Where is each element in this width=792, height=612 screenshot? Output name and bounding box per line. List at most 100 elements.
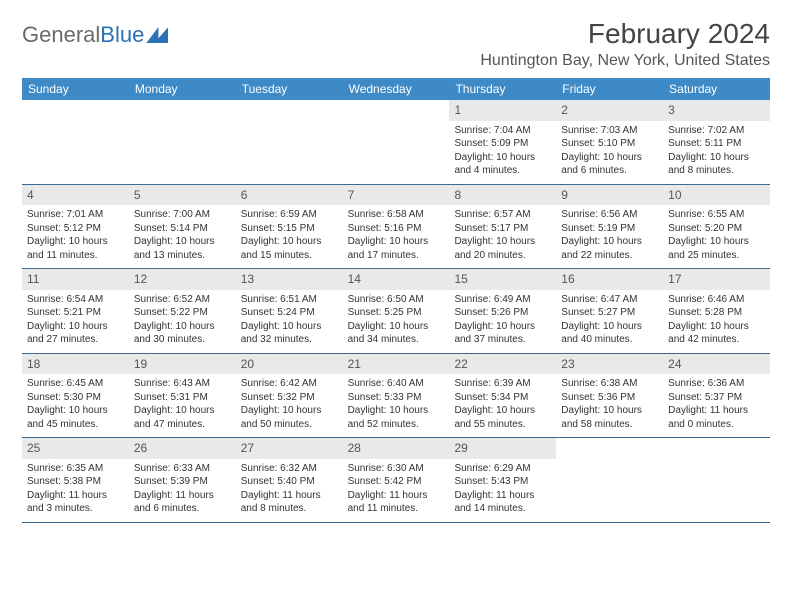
day-number-row: 19: [129, 354, 236, 375]
day-number: 1: [454, 103, 461, 117]
sunrise-text: Sunrise: 6:38 AM: [561, 377, 658, 391]
sunrise-text: Sunrise: 6:43 AM: [134, 377, 231, 391]
day-cell: 10Sunrise: 6:55 AMSunset: 5:20 PMDayligh…: [663, 185, 770, 269]
day-number: 29: [454, 441, 467, 455]
day-cell: [663, 438, 770, 522]
day-number-row: 6: [236, 185, 343, 206]
sunset-text: Sunset: 5:30 PM: [27, 391, 124, 405]
day-cell: 11Sunrise: 6:54 AMSunset: 5:21 PMDayligh…: [22, 269, 129, 353]
sunset-text: Sunset: 5:11 PM: [668, 137, 765, 151]
sunset-text: Sunset: 5:17 PM: [454, 222, 551, 236]
sunset-text: Sunset: 5:43 PM: [454, 475, 551, 489]
day-cell: 15Sunrise: 6:49 AMSunset: 5:26 PMDayligh…: [449, 269, 556, 353]
day-cell: 9Sunrise: 6:56 AMSunset: 5:19 PMDaylight…: [556, 185, 663, 269]
weekday-header-row: SundayMondayTuesdayWednesdayThursdayFrid…: [22, 78, 770, 100]
day-number: 26: [134, 441, 147, 455]
day-number: 15: [454, 272, 467, 286]
sunset-text: Sunset: 5:20 PM: [668, 222, 765, 236]
day-number: 20: [241, 357, 254, 371]
day-cell: 8Sunrise: 6:57 AMSunset: 5:17 PMDaylight…: [449, 185, 556, 269]
day-number: 17: [668, 272, 681, 286]
day-number-row: 13: [236, 269, 343, 290]
sunset-text: Sunset: 5:39 PM: [134, 475, 231, 489]
day-cell: 17Sunrise: 6:46 AMSunset: 5:28 PMDayligh…: [663, 269, 770, 353]
month-title: February 2024: [480, 18, 770, 50]
day-number: 22: [454, 357, 467, 371]
day-cell: 24Sunrise: 6:36 AMSunset: 5:37 PMDayligh…: [663, 354, 770, 438]
sunrise-text: Sunrise: 7:00 AM: [134, 208, 231, 222]
day-number-row: 11: [22, 269, 129, 290]
daylight-text: Daylight: 11 hours and 3 minutes.: [27, 489, 124, 516]
day-cell: 14Sunrise: 6:50 AMSunset: 5:25 PMDayligh…: [343, 269, 450, 353]
day-number: 3: [668, 103, 675, 117]
daylight-text: Daylight: 10 hours and 8 minutes.: [668, 151, 765, 178]
day-cell: 3Sunrise: 7:02 AMSunset: 5:11 PMDaylight…: [663, 100, 770, 184]
daylight-text: Daylight: 10 hours and 22 minutes.: [561, 235, 658, 262]
day-cell: [343, 100, 450, 184]
weekday-header: Wednesday: [343, 78, 450, 100]
daylight-text: Daylight: 10 hours and 34 minutes.: [348, 320, 445, 347]
day-cell: 5Sunrise: 7:00 AMSunset: 5:14 PMDaylight…: [129, 185, 236, 269]
sunrise-text: Sunrise: 6:32 AM: [241, 462, 338, 476]
daylight-text: Daylight: 11 hours and 14 minutes.: [454, 489, 551, 516]
day-number-row: 23: [556, 354, 663, 375]
day-number: 7: [348, 188, 355, 202]
daylight-text: Daylight: 10 hours and 58 minutes.: [561, 404, 658, 431]
sunrise-text: Sunrise: 6:51 AM: [241, 293, 338, 307]
day-number: 28: [348, 441, 361, 455]
day-number-row: 1: [449, 100, 556, 121]
day-number: 14: [348, 272, 361, 286]
sunset-text: Sunset: 5:14 PM: [134, 222, 231, 236]
day-cell: 12Sunrise: 6:52 AMSunset: 5:22 PMDayligh…: [129, 269, 236, 353]
day-cell: 4Sunrise: 7:01 AMSunset: 5:12 PMDaylight…: [22, 185, 129, 269]
sunset-text: Sunset: 5:36 PM: [561, 391, 658, 405]
day-number-row: 25: [22, 438, 129, 459]
daylight-text: Daylight: 10 hours and 15 minutes.: [241, 235, 338, 262]
day-number: 18: [27, 357, 40, 371]
week-row: 25Sunrise: 6:35 AMSunset: 5:38 PMDayligh…: [22, 438, 770, 523]
day-number: 24: [668, 357, 681, 371]
day-number-row: 15: [449, 269, 556, 290]
sunset-text: Sunset: 5:34 PM: [454, 391, 551, 405]
daylight-text: Daylight: 11 hours and 8 minutes.: [241, 489, 338, 516]
sunset-text: Sunset: 5:22 PM: [134, 306, 231, 320]
sunrise-text: Sunrise: 6:54 AM: [27, 293, 124, 307]
weekday-header: Monday: [129, 78, 236, 100]
day-number: 27: [241, 441, 254, 455]
day-number-row: 3: [663, 100, 770, 121]
sunset-text: Sunset: 5:16 PM: [348, 222, 445, 236]
day-number-row: 9: [556, 185, 663, 206]
sunrise-text: Sunrise: 6:47 AM: [561, 293, 658, 307]
sunset-text: Sunset: 5:42 PM: [348, 475, 445, 489]
daylight-text: Daylight: 10 hours and 55 minutes.: [454, 404, 551, 431]
sunrise-text: Sunrise: 7:01 AM: [27, 208, 124, 222]
day-number-row: 22: [449, 354, 556, 375]
day-cell: 21Sunrise: 6:40 AMSunset: 5:33 PMDayligh…: [343, 354, 450, 438]
day-number-row: 4: [22, 185, 129, 206]
daylight-text: Daylight: 10 hours and 4 minutes.: [454, 151, 551, 178]
sunset-text: Sunset: 5:15 PM: [241, 222, 338, 236]
day-number-row: 27: [236, 438, 343, 459]
day-number: 19: [134, 357, 147, 371]
week-row: 1Sunrise: 7:04 AMSunset: 5:09 PMDaylight…: [22, 100, 770, 185]
day-number: 8: [454, 188, 461, 202]
sunrise-text: Sunrise: 6:56 AM: [561, 208, 658, 222]
day-cell: 1Sunrise: 7:04 AMSunset: 5:09 PMDaylight…: [449, 100, 556, 184]
header: GeneralBlue February 2024 Huntington Bay…: [22, 18, 770, 70]
sunrise-text: Sunrise: 6:30 AM: [348, 462, 445, 476]
day-number-row: 18: [22, 354, 129, 375]
sunrise-text: Sunrise: 6:58 AM: [348, 208, 445, 222]
sunset-text: Sunset: 5:31 PM: [134, 391, 231, 405]
day-number: 4: [27, 188, 34, 202]
sunset-text: Sunset: 5:10 PM: [561, 137, 658, 151]
sunset-text: Sunset: 5:26 PM: [454, 306, 551, 320]
day-number: 11: [27, 272, 39, 286]
day-cell: [129, 100, 236, 184]
logo-mark-icon: [146, 27, 168, 43]
daylight-text: Daylight: 10 hours and 50 minutes.: [241, 404, 338, 431]
day-number: 21: [348, 357, 361, 371]
daylight-text: Daylight: 11 hours and 6 minutes.: [134, 489, 231, 516]
day-number: 5: [134, 188, 141, 202]
day-cell: [236, 100, 343, 184]
day-cell: 23 Sunrise: 6:38 AMSunset: 5:36 PMDayligh…: [556, 354, 663, 438]
